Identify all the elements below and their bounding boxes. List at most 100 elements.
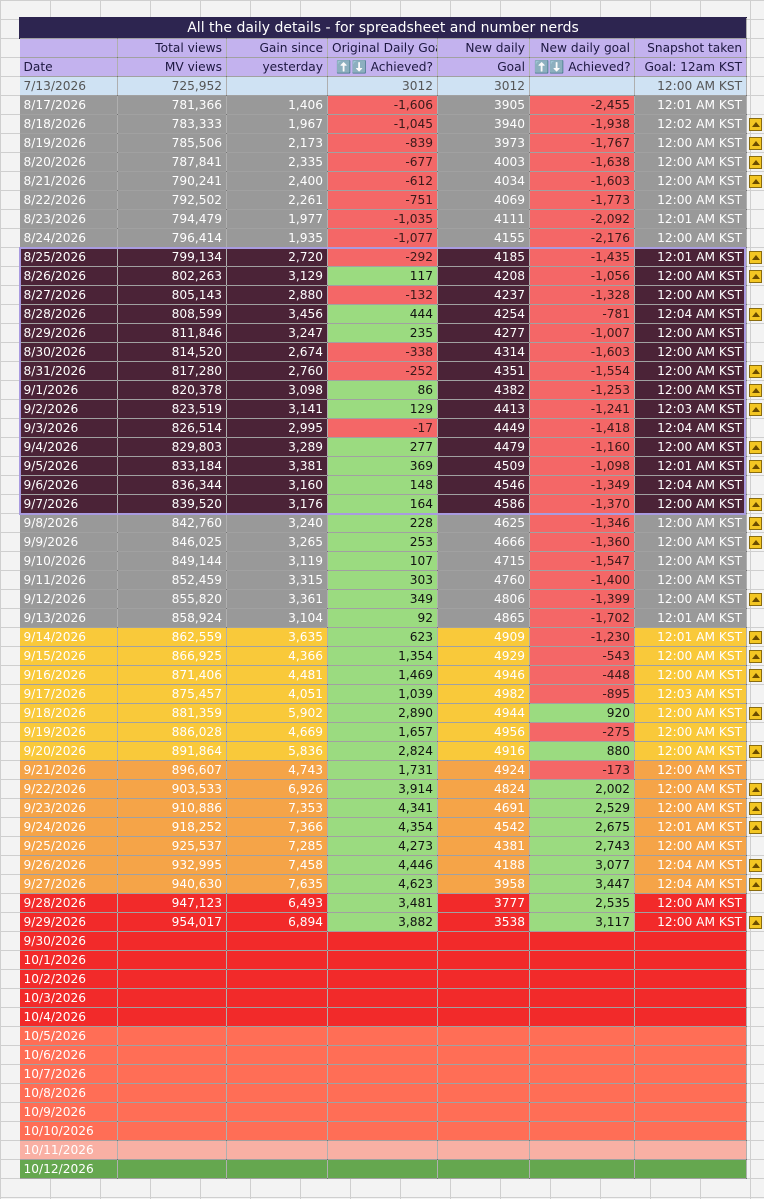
cell-views[interactable]: 817,280 [117,361,227,381]
cell-snap[interactable]: 12:00 AM KST [634,703,748,723]
cell-snap[interactable]: 12:00 AM KST [634,285,748,305]
cell-gain[interactable]: 1,967 [226,114,328,134]
cell-goal[interactable]: 4277 [437,323,530,343]
cell-orig[interactable]: 369 [327,456,438,476]
cell-gain[interactable] [226,1121,328,1141]
cell-date[interactable]: 9/12/2026 [19,589,118,609]
cell-goal[interactable] [437,1159,530,1179]
cell-snap[interactable] [634,1121,748,1141]
cell-snap[interactable]: 12:04 AM KST [634,418,748,438]
cell-snap[interactable]: 12:01 AM KST [634,209,748,229]
cell-goal[interactable] [437,950,530,970]
cell-views[interactable]: 871,406 [117,665,227,685]
cell-views[interactable] [117,1159,227,1179]
cell-views[interactable] [117,950,227,970]
cell-achieved[interactable]: -1,435 [529,247,635,267]
cell-gain[interactable] [226,950,328,970]
cell-goal[interactable]: 4208 [437,266,530,286]
cell-goal[interactable]: 4509 [437,456,530,476]
cell-orig[interactable]: -292 [327,247,438,267]
cell-orig[interactable]: 253 [327,532,438,552]
cell-orig[interactable] [327,1083,438,1103]
cell-achieved[interactable]: 2,002 [529,779,635,799]
cell-date[interactable]: 10/5/2026 [19,1026,118,1046]
cell-goal[interactable]: 4760 [437,570,530,590]
cell-views[interactable]: 781,366 [117,95,227,115]
cell-views[interactable]: 947,123 [117,893,227,913]
cell-date[interactable]: 9/15/2026 [19,646,118,666]
cell-snap[interactable]: 12:00 AM KST [634,513,748,533]
cell-goal[interactable] [437,931,530,951]
cell-date[interactable]: 9/23/2026 [19,798,118,818]
cell-achieved[interactable]: -1,007 [529,323,635,343]
cell-date[interactable]: 10/6/2026 [19,1045,118,1065]
cell-orig[interactable] [327,1026,438,1046]
cell-orig[interactable] [327,1159,438,1179]
cell-views[interactable] [117,1045,227,1065]
cell-achieved[interactable]: 3,077 [529,855,635,875]
cell-goal[interactable]: 4666 [437,532,530,552]
cell-achieved[interactable]: 2,675 [529,817,635,837]
cell-snap[interactable]: 12:00 AM KST [634,171,748,191]
cell-views[interactable]: 814,520 [117,342,227,362]
cell-achieved[interactable]: -173 [529,760,635,780]
header-cell[interactable]: yesterday [226,57,328,77]
cell-views[interactable] [117,988,227,1008]
cell-date[interactable]: 8/22/2026 [19,190,118,210]
cell-achieved[interactable]: -2,092 [529,209,635,229]
cell-achieved[interactable]: -2,176 [529,228,635,248]
cell-date[interactable]: 8/28/2026 [19,304,118,324]
cell-achieved[interactable]: -1,360 [529,532,635,552]
cell-date[interactable]: 9/6/2026 [19,475,118,495]
cell-date[interactable]: 10/2/2026 [19,969,118,989]
cell-date[interactable]: 8/25/2026 [19,247,118,267]
cell-orig[interactable]: 1,039 [327,684,438,704]
cell-date[interactable]: 10/10/2026 [19,1121,118,1141]
cell-achieved[interactable]: -1,253 [529,380,635,400]
cell-views[interactable] [117,931,227,951]
cell-orig[interactable]: 303 [327,570,438,590]
cell-views[interactable]: 875,457 [117,684,227,704]
cell-views[interactable] [117,1083,227,1103]
cell-orig[interactable]: 4,354 [327,817,438,837]
cell-views[interactable]: 932,995 [117,855,227,875]
cell-snap[interactable] [634,1007,748,1027]
cell-date[interactable]: 10/12/2026 [19,1159,118,1179]
cell-snap[interactable]: 12:00 AM KST [634,76,748,96]
cell-achieved[interactable] [529,988,635,1008]
cell-snap[interactable]: 12:00 AM KST [634,912,748,932]
cell-gain[interactable]: 7,285 [226,836,328,856]
cell-achieved[interactable]: 3,117 [529,912,635,932]
cell-goal[interactable]: 4382 [437,380,530,400]
cell-views[interactable]: 808,599 [117,304,227,324]
cell-gain[interactable]: 4,366 [226,646,328,666]
cell-snap[interactable]: 12:00 AM KST [634,589,748,609]
cell-achieved[interactable]: -1,603 [529,342,635,362]
cell-date[interactable]: 9/19/2026 [19,722,118,742]
cell-date[interactable]: 8/26/2026 [19,266,118,286]
cell-views[interactable] [117,1007,227,1027]
cell-gain[interactable]: 2,760 [226,361,328,381]
cell-snap[interactable]: 12:00 AM KST [634,228,748,248]
cell-snap[interactable]: 12:04 AM KST [634,475,748,495]
cell-orig[interactable]: -677 [327,152,438,172]
cell-orig[interactable]: 2,890 [327,703,438,723]
cell-snap[interactable]: 12:01 AM KST [634,247,748,267]
cell-gain[interactable] [226,1064,328,1084]
cell-gain[interactable]: 3,381 [226,456,328,476]
cell-orig[interactable]: -17 [327,418,438,438]
cell-gain[interactable]: 3,240 [226,513,328,533]
header-cell[interactable]: Goal: 12am KST [634,57,748,77]
header-cell[interactable]: MV views [117,57,227,77]
cell-goal[interactable]: 4586 [437,494,530,514]
header-cell[interactable]: Original Daily Goal [327,38,438,58]
cell-orig[interactable] [327,931,438,951]
cell-gain[interactable]: 4,051 [226,684,328,704]
cell-gain[interactable]: 6,493 [226,893,328,913]
cell-snap[interactable]: 12:04 AM KST [634,874,748,894]
cell-snap[interactable]: 12:01 AM KST [634,817,748,837]
cell-achieved[interactable]: -1,399 [529,589,635,609]
cell-goal[interactable]: 4944 [437,703,530,723]
cell-orig[interactable]: 148 [327,475,438,495]
cell-date[interactable]: 8/29/2026 [19,323,118,343]
